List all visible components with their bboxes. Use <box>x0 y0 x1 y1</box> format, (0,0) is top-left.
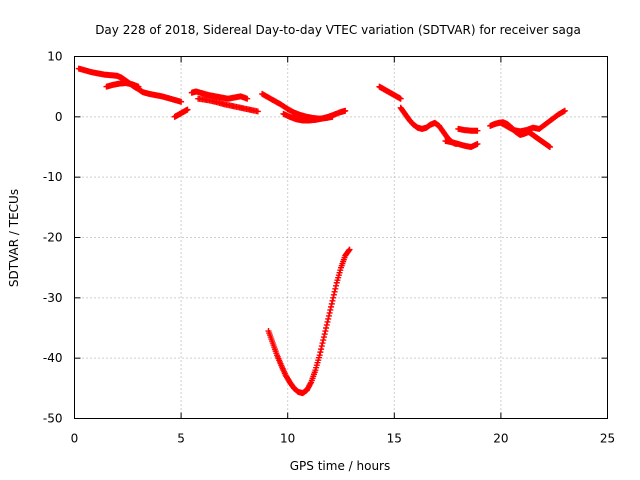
data-point <box>319 340 326 347</box>
series-arc-c <box>171 106 191 120</box>
data-point <box>254 108 261 115</box>
data-point <box>320 337 327 344</box>
data-point <box>244 95 251 102</box>
data-point <box>323 321 330 328</box>
series-arc-e <box>195 95 261 115</box>
data-point <box>330 291 337 298</box>
data-points <box>75 65 568 397</box>
data-point <box>329 297 336 304</box>
x-tick-label: 25 <box>600 432 615 446</box>
data-point <box>346 246 353 253</box>
x-tick-label: 10 <box>280 432 295 446</box>
data-point <box>331 288 338 295</box>
data-point <box>332 285 339 292</box>
series-arc-b <box>103 80 142 90</box>
series-arc-h <box>265 246 353 397</box>
x-axis-label: GPS time / hours <box>290 459 391 473</box>
y-tick-label: -10 <box>43 170 63 184</box>
y-tick-label: -50 <box>43 412 63 426</box>
series-arc-l <box>455 125 481 134</box>
data-point <box>546 144 553 150</box>
data-point <box>321 331 328 338</box>
data-point <box>178 98 185 105</box>
axis-ticks <box>74 56 608 419</box>
data-point <box>316 352 323 359</box>
data-point <box>397 95 404 102</box>
y-tick-label: -30 <box>43 291 63 305</box>
data-point <box>327 306 334 313</box>
data-point <box>320 334 327 341</box>
data-point <box>345 247 352 254</box>
data-point <box>561 107 568 114</box>
y-tick-label: 10 <box>47 50 62 64</box>
data-point <box>184 106 191 113</box>
y-tick-label: -40 <box>43 351 63 365</box>
grid-lines <box>74 56 608 419</box>
data-point <box>326 309 333 316</box>
data-point <box>318 346 325 353</box>
data-point <box>474 140 481 147</box>
chart-title: Day 228 of 2018, Sidereal Day-to-day VTE… <box>95 23 581 37</box>
y-tick-label: -20 <box>43 231 63 245</box>
data-point <box>323 325 330 331</box>
data-point <box>333 282 340 289</box>
data-point <box>328 303 335 310</box>
data-point <box>324 318 331 325</box>
data-point <box>342 107 349 114</box>
x-tick-label: 15 <box>387 432 402 446</box>
x-tick-label: 5 <box>177 432 185 446</box>
series-arc-i <box>376 83 404 102</box>
data-point <box>328 300 335 307</box>
y-tick-label: 0 <box>55 110 63 124</box>
data-point <box>325 312 332 319</box>
series-arc-d <box>188 88 251 102</box>
series-arc-n <box>497 107 568 135</box>
data-point <box>325 315 332 322</box>
data-point <box>318 343 325 350</box>
data-point <box>322 328 329 335</box>
data-point <box>330 294 337 301</box>
x-tick-label: 20 <box>493 432 508 446</box>
data-point <box>474 127 481 134</box>
series-arc-g <box>280 107 349 124</box>
series-arc-k <box>442 137 481 150</box>
data-point <box>135 83 142 90</box>
y-tick-labels: 10 0 -10 -20 -30 -40 -50 <box>43 50 63 426</box>
data-point <box>317 349 324 356</box>
x-tick-label: 0 <box>71 432 79 446</box>
x-tick-labels: 0 5 10 15 20 25 <box>71 432 615 446</box>
y-axis-label: SDTVAR / TECUs <box>7 189 21 287</box>
